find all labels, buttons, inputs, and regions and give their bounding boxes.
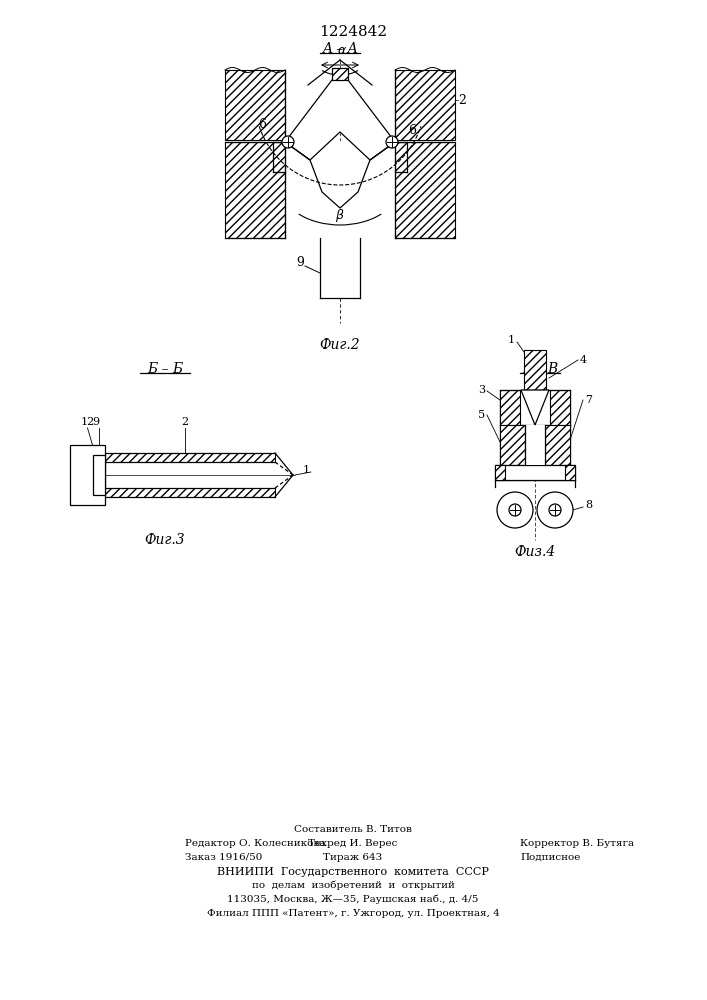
Bar — [500, 425, 525, 465]
Bar — [550, 390, 570, 425]
Text: по  делам  изобретений  и  открытий: по делам изобретений и открытий — [252, 881, 455, 890]
Text: 1: 1 — [303, 465, 310, 475]
Bar — [395, 70, 455, 140]
Text: 1: 1 — [508, 335, 515, 345]
Bar — [225, 70, 285, 140]
Bar — [395, 142, 455, 238]
Text: 4: 4 — [580, 355, 587, 365]
Text: 10: 10 — [347, 173, 361, 183]
Text: Корректор В. Бутяга: Корректор В. Бутяга — [520, 839, 634, 848]
Text: B – B: B – B — [522, 362, 558, 376]
Bar — [525, 425, 545, 465]
Circle shape — [537, 492, 573, 528]
Text: Тираж 643: Тираж 643 — [323, 853, 382, 862]
Text: 3: 3 — [478, 385, 485, 395]
Circle shape — [509, 504, 521, 516]
Bar — [332, 68, 348, 80]
Bar — [225, 142, 285, 238]
Text: 113035, Москва, Ж—35, Раушская наб., д. 4/5: 113035, Москва, Ж—35, Раушская наб., д. … — [228, 895, 479, 904]
Text: 6: 6 — [258, 118, 266, 131]
Bar — [105, 453, 275, 462]
Bar — [495, 465, 575, 480]
Text: 8: 8 — [585, 500, 592, 510]
Bar — [225, 142, 285, 238]
Text: $\beta$: $\beta$ — [335, 207, 345, 224]
Bar — [545, 425, 570, 465]
Text: 2: 2 — [182, 417, 189, 427]
Circle shape — [386, 136, 398, 148]
Bar — [70, 445, 105, 505]
Polygon shape — [521, 390, 549, 425]
Text: Подписное: Подписное — [520, 853, 580, 862]
Bar — [545, 425, 570, 465]
Polygon shape — [285, 142, 395, 208]
Bar — [105, 453, 275, 462]
Text: Фиг.3: Фиг.3 — [145, 533, 185, 547]
Text: Физ.4: Физ.4 — [515, 545, 556, 559]
Circle shape — [549, 504, 561, 516]
Text: 7: 7 — [585, 395, 592, 405]
Circle shape — [282, 136, 294, 148]
Text: Составитель В. Титов: Составитель В. Титов — [294, 825, 412, 834]
Text: 5: 5 — [478, 410, 485, 420]
Bar — [495, 465, 505, 480]
Text: A – A: A – A — [322, 42, 358, 56]
Text: Фиг.2: Фиг.2 — [320, 338, 361, 352]
Text: 10: 10 — [319, 173, 333, 183]
Text: 6: 6 — [408, 123, 416, 136]
Text: Техред И. Верес: Техред И. Верес — [308, 839, 397, 848]
Bar — [565, 465, 575, 480]
Bar — [500, 390, 520, 425]
Text: Филиал ППП «Патент», г. Ужгород, ул. Проектная, 4: Филиал ППП «Патент», г. Ужгород, ул. Про… — [206, 909, 499, 918]
Bar — [332, 68, 348, 80]
Bar — [500, 425, 525, 465]
Bar — [524, 350, 546, 390]
Text: ВНИИПИ  Государственного  комитета  СССР: ВНИИПИ Государственного комитета СССР — [217, 867, 489, 877]
Text: $\alpha$: $\alpha$ — [337, 44, 347, 57]
Bar — [524, 350, 546, 390]
Bar — [105, 488, 275, 497]
Text: 12: 12 — [81, 417, 95, 427]
Circle shape — [497, 492, 533, 528]
Text: 9: 9 — [93, 417, 100, 427]
Bar — [93, 455, 105, 495]
Text: 1224842: 1224842 — [319, 25, 387, 39]
Bar — [395, 142, 455, 238]
Bar — [500, 390, 520, 425]
Text: 9: 9 — [296, 256, 304, 269]
Bar — [105, 488, 275, 497]
Text: Заказ 1916/50: Заказ 1916/50 — [185, 853, 262, 862]
Text: 2: 2 — [458, 94, 466, 106]
Polygon shape — [285, 80, 395, 160]
Bar — [395, 70, 455, 140]
Bar — [225, 70, 285, 140]
Text: Редактор О. Колесникова: Редактор О. Колесникова — [185, 839, 325, 848]
Text: Б – Б: Б – Б — [147, 362, 183, 376]
Bar — [495, 465, 505, 480]
Bar — [550, 390, 570, 425]
Bar — [565, 465, 575, 480]
